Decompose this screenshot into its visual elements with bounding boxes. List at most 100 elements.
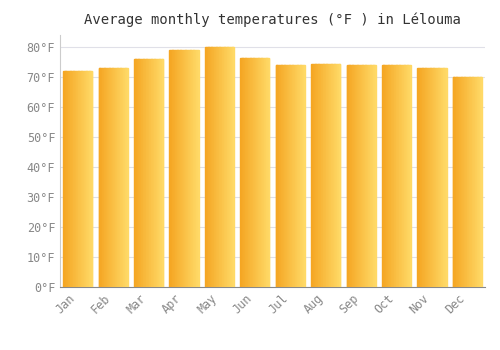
Bar	[382, 65, 384, 287]
Bar	[389, 65, 390, 287]
Bar	[387, 65, 388, 287]
Bar	[346, 65, 348, 287]
Bar	[91, 71, 92, 287]
Bar	[87, 71, 88, 287]
Bar	[471, 77, 472, 287]
Bar	[474, 77, 476, 287]
Bar	[398, 65, 399, 287]
Bar	[241, 57, 242, 287]
Bar	[328, 63, 330, 287]
Bar	[385, 65, 386, 287]
Bar	[176, 50, 178, 287]
Bar	[266, 57, 268, 287]
Bar	[263, 57, 264, 287]
Bar	[90, 71, 91, 287]
Bar	[368, 65, 369, 287]
Bar	[394, 65, 395, 287]
Bar	[265, 57, 266, 287]
Bar	[212, 47, 213, 287]
Bar	[330, 63, 332, 287]
Bar	[432, 68, 433, 287]
Bar	[124, 68, 125, 287]
Bar	[283, 65, 284, 287]
Bar	[347, 65, 348, 287]
Bar	[209, 47, 210, 287]
Bar	[68, 71, 69, 287]
Bar	[186, 50, 187, 287]
Bar	[479, 77, 480, 287]
Bar	[292, 65, 294, 287]
Bar	[372, 65, 373, 287]
Bar	[173, 50, 174, 287]
Bar	[187, 50, 188, 287]
Bar	[196, 50, 197, 287]
Bar	[64, 71, 65, 287]
Bar	[456, 77, 458, 287]
Bar	[191, 50, 192, 287]
Bar	[244, 57, 246, 287]
Bar	[80, 71, 82, 287]
Bar	[333, 63, 334, 287]
Bar	[138, 59, 140, 287]
Bar	[230, 47, 231, 287]
Bar	[277, 65, 278, 287]
Bar	[370, 65, 372, 287]
Bar	[369, 65, 370, 287]
Bar	[100, 68, 101, 287]
Bar	[217, 47, 218, 287]
Bar	[436, 68, 437, 287]
Bar	[170, 50, 171, 287]
Bar	[428, 68, 429, 287]
Bar	[210, 47, 212, 287]
Bar	[282, 65, 283, 287]
Bar	[299, 65, 300, 287]
Bar	[127, 68, 128, 287]
Bar	[419, 68, 420, 287]
Bar	[293, 65, 294, 287]
Bar	[257, 57, 258, 287]
Bar	[396, 65, 398, 287]
Bar	[296, 65, 298, 287]
Bar	[268, 57, 269, 287]
Bar	[66, 71, 67, 287]
Bar	[98, 68, 100, 287]
Bar	[438, 68, 440, 287]
Bar	[348, 65, 350, 287]
Bar	[289, 65, 290, 287]
Bar	[158, 59, 160, 287]
Bar	[88, 71, 89, 287]
Bar	[458, 77, 459, 287]
Bar	[476, 77, 478, 287]
Bar	[251, 57, 252, 287]
Bar	[432, 68, 434, 287]
Bar	[172, 50, 173, 287]
Bar	[320, 63, 322, 287]
Bar	[395, 65, 396, 287]
Bar	[160, 59, 161, 287]
Bar	[88, 71, 90, 287]
Bar	[351, 65, 352, 287]
Bar	[104, 68, 106, 287]
Bar	[101, 68, 102, 287]
Bar	[182, 50, 184, 287]
Bar	[79, 71, 80, 287]
Bar	[472, 77, 474, 287]
Bar	[76, 71, 77, 287]
Bar	[120, 68, 122, 287]
Bar	[256, 57, 257, 287]
Bar	[470, 77, 471, 287]
Bar	[215, 47, 216, 287]
Bar	[197, 50, 198, 287]
Bar	[102, 68, 103, 287]
Bar	[82, 71, 83, 287]
Bar	[362, 65, 364, 287]
Bar	[222, 47, 223, 287]
Bar	[162, 59, 163, 287]
Bar	[268, 57, 270, 287]
Bar	[179, 50, 180, 287]
Bar	[390, 65, 391, 287]
Bar	[262, 57, 263, 287]
Bar	[260, 57, 262, 287]
Bar	[354, 65, 356, 287]
Bar	[210, 47, 211, 287]
